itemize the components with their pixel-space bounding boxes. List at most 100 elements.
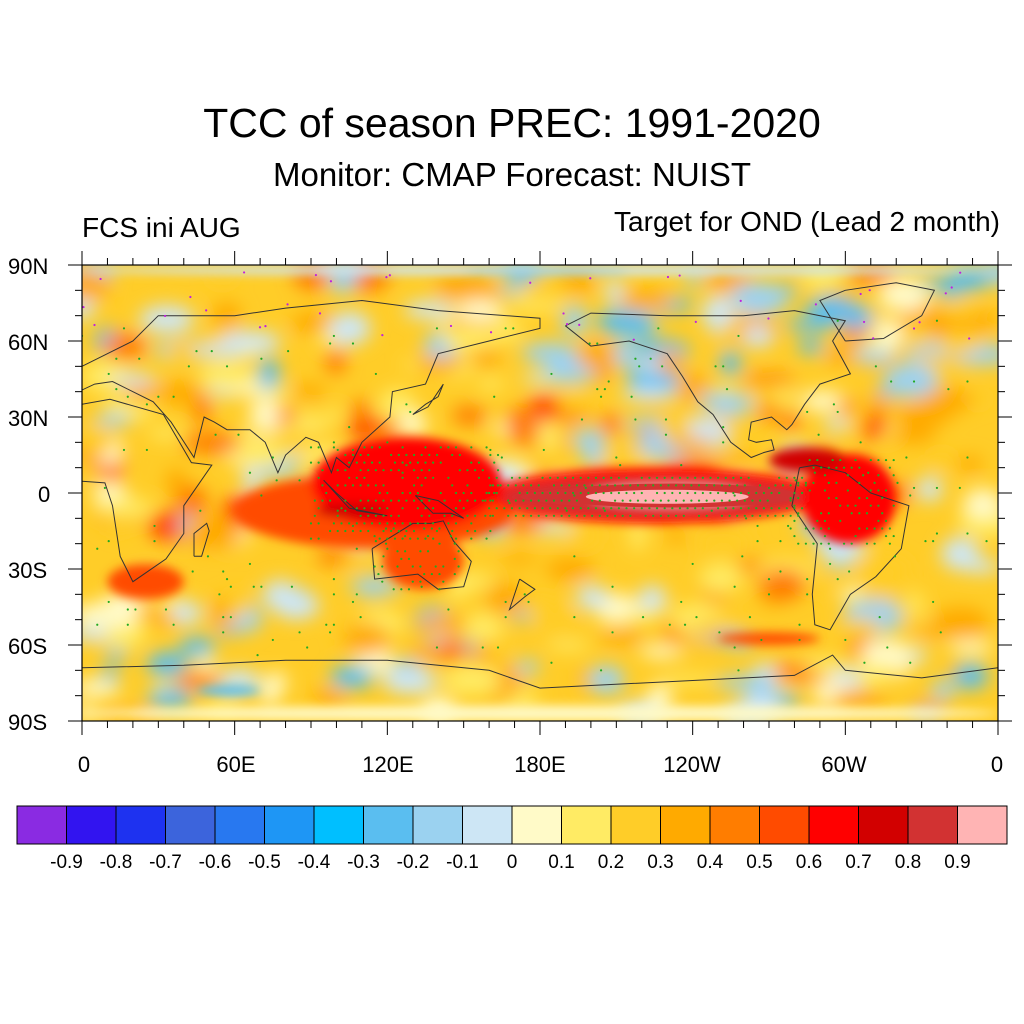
stipple-dot [541, 491, 544, 495]
stipple-dot [367, 469, 370, 472]
stipple-dot [823, 534, 827, 538]
stipple-dot [816, 458, 819, 462]
stipple-dot [564, 507, 567, 510]
stipple-dot [779, 540, 782, 543]
stipple-dot [774, 484, 777, 487]
colorbar-swatch [511, 805, 562, 845]
stipple-dot [610, 507, 613, 510]
stipple-dot [237, 433, 240, 436]
stipple-dot [568, 499, 571, 502]
stipple-dot [470, 537, 473, 540]
stipple-dot [529, 484, 533, 487]
stipple-dot [705, 499, 708, 502]
stipple-dot [587, 476, 590, 479]
stipple-dot [477, 461, 481, 464]
stipple-dot [462, 507, 465, 510]
stipple-dot [579, 476, 582, 479]
stipple-dot [893, 555, 897, 558]
colorbar-label: -0.2 [396, 852, 430, 873]
stipple-dot [466, 484, 469, 487]
stipple-dot [865, 496, 869, 500]
stipple-dot [426, 550, 430, 553]
stipple-dot [625, 476, 628, 479]
stipple-dot [839, 504, 842, 507]
stipple-dot [820, 512, 823, 515]
stipple-dot [966, 456, 969, 459]
colorbar-swatch [313, 805, 364, 845]
stipple-dot [602, 491, 605, 495]
coastline-10 [508, 578, 536, 611]
stipple-dot [420, 453, 423, 457]
stipple-dot [481, 646, 484, 649]
stipple-dot [823, 489, 827, 492]
stipple-dot [423, 527, 426, 530]
stipple-dot [594, 507, 598, 510]
stipple-dot [785, 507, 788, 510]
stipple-dot [325, 491, 328, 495]
colorbar-swatch [264, 805, 315, 845]
stipple-dot [355, 547, 358, 550]
stipple-dot-negative [264, 325, 267, 328]
stipple-dot [397, 453, 400, 457]
stipple-dot [382, 514, 385, 517]
stipple-dot [812, 527, 815, 530]
stipple-dot [428, 469, 431, 472]
lat-label-90n: 90N [8, 254, 49, 279]
stipple-dot [755, 491, 758, 495]
coastline-8 [323, 479, 388, 517]
stipple-dot [134, 608, 137, 611]
stipple-dot [332, 446, 335, 449]
stipple-dot [798, 638, 801, 642]
stipple-dot [107, 372, 110, 376]
stipple-dot [725, 388, 729, 391]
stipple-dot [667, 484, 670, 487]
lat-label-90s: 90S [8, 710, 48, 735]
stipple-dot [386, 441, 389, 444]
stipple-dot [453, 572, 456, 576]
stipple-dot [409, 537, 412, 540]
stipple-dot [470, 461, 473, 464]
stipple-dot [767, 593, 771, 596]
stipple-dot [523, 593, 526, 596]
stipple-dot [419, 550, 422, 553]
stipple-dot [225, 578, 229, 581]
stipple-dot [432, 537, 435, 540]
stipple-dot [344, 484, 347, 487]
stipple-dot [602, 476, 605, 479]
stipple-dot-negative [666, 275, 670, 279]
stipple-dot-negative [314, 273, 318, 277]
stipple-dot [836, 578, 839, 581]
stipple-dot [191, 570, 194, 573]
colorbar-swatch [363, 805, 414, 845]
stipple-dot [655, 491, 659, 495]
stipple-dot [321, 469, 324, 472]
stipple-dot [491, 499, 495, 502]
stipple-dot [401, 507, 404, 510]
stipple-dot [419, 565, 422, 568]
stipple-dot [552, 499, 556, 502]
stipple-dot [695, 616, 698, 619]
colorbar-label: -0.8 [99, 852, 133, 873]
lon-label-120w: 120W [663, 752, 721, 777]
stipple-dot [863, 661, 866, 664]
stipple-dot [896, 481, 899, 484]
stipple-dot [806, 410, 809, 414]
stipple-dot [309, 461, 313, 464]
stipple-dot [770, 507, 773, 510]
stipple-dot [382, 499, 385, 502]
stipple-dot [370, 446, 374, 449]
stipple-dot-negative [242, 271, 246, 274]
stipple-dot [488, 507, 491, 510]
stipple-dot [560, 484, 563, 487]
stipple-dot [355, 593, 358, 596]
stipple-dot [858, 481, 861, 484]
stipple-dot [512, 327, 515, 330]
stipple-dot [710, 509, 713, 512]
stipple-dot [328, 529, 332, 533]
stipple-dot [594, 476, 598, 479]
stipple-dot [606, 514, 609, 517]
stipple-dot [717, 476, 720, 479]
coastline-7 [412, 383, 444, 415]
stipple-dot [332, 522, 335, 525]
stipple-dot [381, 580, 384, 583]
